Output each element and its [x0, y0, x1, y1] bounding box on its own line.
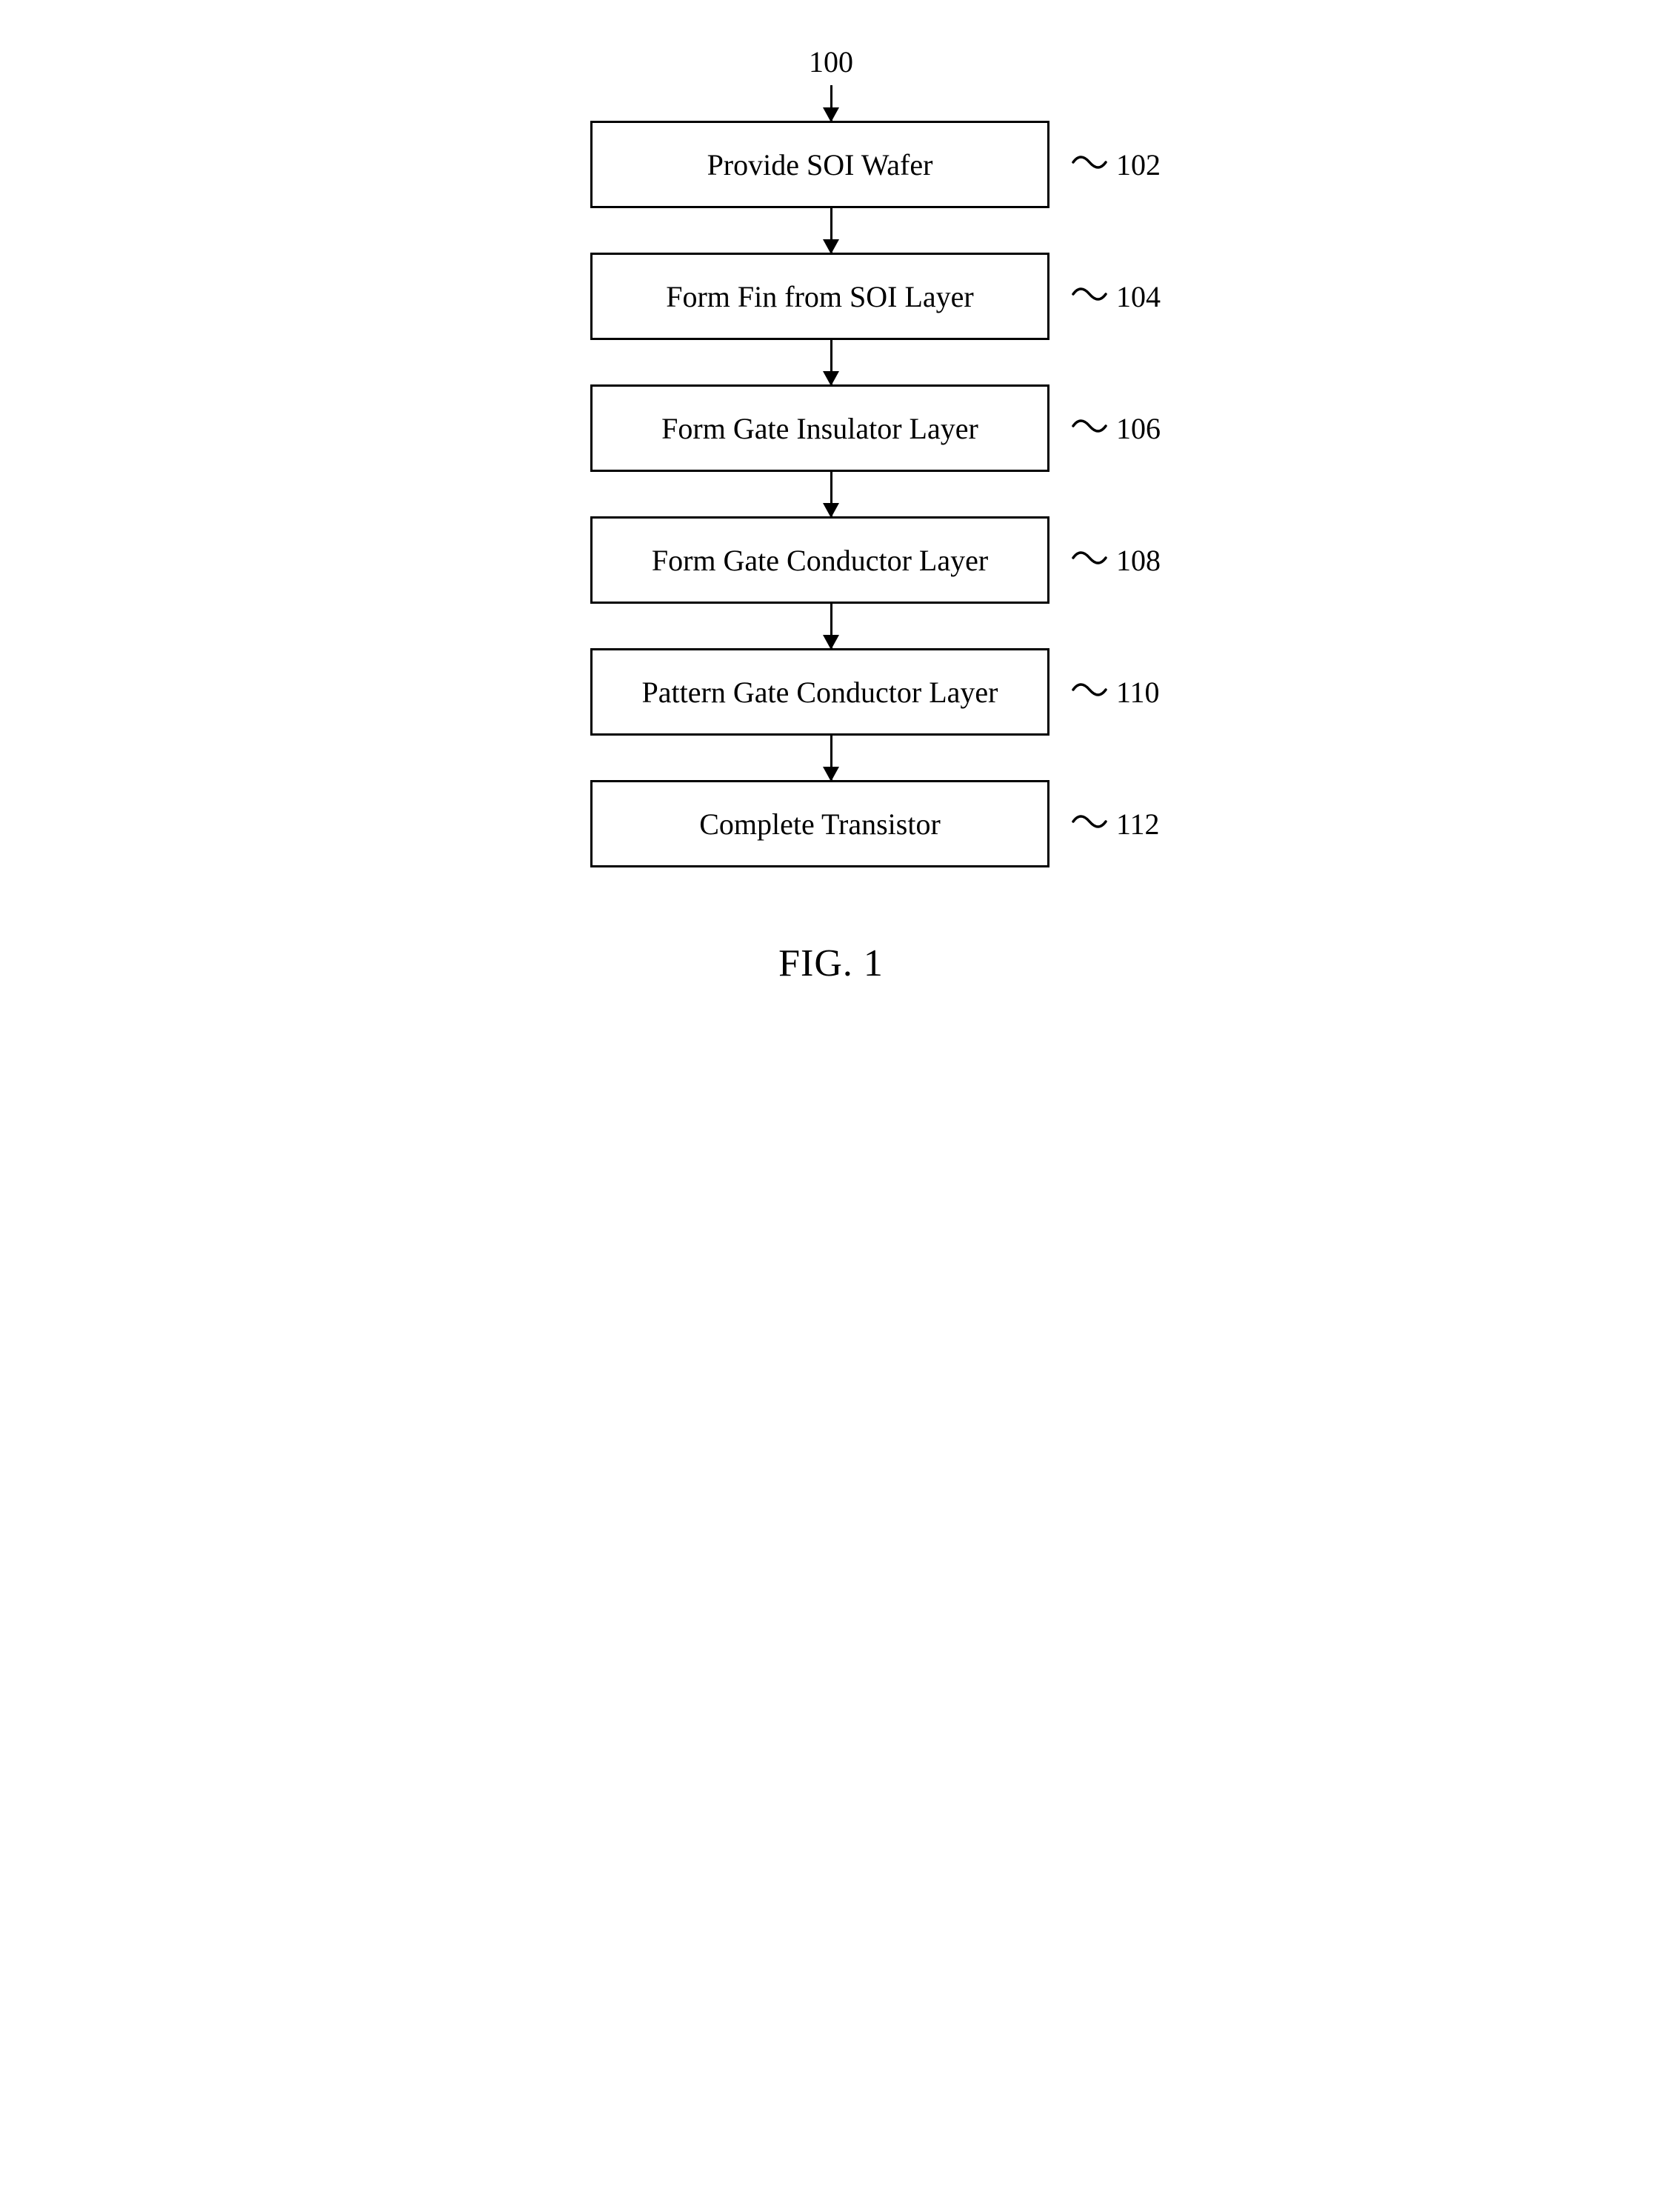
step-label: Complete Transistor [699, 807, 941, 842]
reference-number: 106 [1116, 411, 1161, 446]
reference-number: 104 [1116, 279, 1161, 314]
step-row-5: Complete Transistor 112 [498, 780, 1164, 867]
reference-label-3: 108 [1072, 543, 1161, 578]
reference-label-4: 110 [1072, 675, 1160, 710]
reference-connector-icon [1072, 681, 1107, 703]
step-label: Provide SOI Wafer [707, 147, 933, 182]
step-row-2: Form Gate Insulator Layer 106 [498, 384, 1164, 472]
step-box-3: Form Gate Conductor Layer [590, 516, 1049, 604]
step-box-0: Provide SOI Wafer [590, 121, 1049, 208]
reference-connector-icon [1072, 285, 1107, 307]
reference-connector-icon [1072, 549, 1107, 571]
reference-number: 110 [1116, 675, 1160, 710]
arrow-2-3 [830, 472, 832, 516]
top-reference-number: 100 [809, 44, 853, 79]
step-box-5: Complete Transistor [590, 780, 1049, 867]
step-label: Form Fin from SOI Layer [666, 279, 974, 314]
reference-number: 102 [1116, 147, 1161, 182]
top-reference-row: 100 [809, 44, 853, 121]
step-box-2: Form Gate Insulator Layer [590, 384, 1049, 472]
reference-number: 112 [1116, 807, 1160, 842]
step-label: Form Gate Insulator Layer [661, 411, 978, 446]
arrow-top [830, 85, 832, 121]
step-row-3: Form Gate Conductor Layer 108 [498, 516, 1164, 604]
step-row-4: Pattern Gate Conductor Layer 110 [498, 648, 1164, 736]
arrow-4-5 [830, 736, 832, 780]
step-box-1: Form Fin from SOI Layer [590, 253, 1049, 340]
reference-label-1: 104 [1072, 279, 1161, 314]
step-row-1: Form Fin from SOI Layer 104 [498, 253, 1164, 340]
reference-label-5: 112 [1072, 807, 1160, 842]
arrow-1-2 [830, 340, 832, 384]
arrow-3-4 [830, 604, 832, 648]
step-label: Pattern Gate Conductor Layer [642, 675, 998, 710]
reference-connector-icon [1072, 417, 1107, 439]
reference-connector-icon [1072, 153, 1107, 176]
step-row-0: Provide SOI Wafer 102 [498, 121, 1164, 208]
figure-caption: FIG. 1 [778, 942, 884, 985]
reference-connector-icon [1072, 813, 1107, 835]
reference-label-0: 102 [1072, 147, 1161, 182]
flowchart-container: 100 Provide SOI Wafer 102 Form Fin from … [498, 44, 1164, 985]
reference-number: 108 [1116, 543, 1161, 578]
step-box-4: Pattern Gate Conductor Layer [590, 648, 1049, 736]
step-label: Form Gate Conductor Layer [652, 543, 988, 578]
arrow-0-1 [830, 208, 832, 253]
reference-label-2: 106 [1072, 411, 1161, 446]
